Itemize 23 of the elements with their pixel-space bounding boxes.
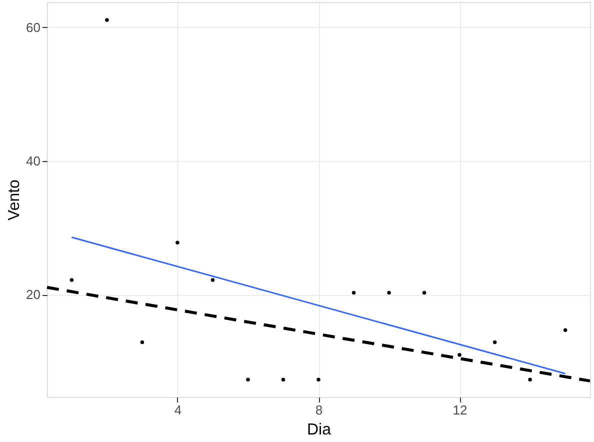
- point: [281, 378, 286, 382]
- y-tick-label: 20: [26, 287, 40, 302]
- point: [387, 290, 391, 295]
- point: [140, 340, 144, 344]
- y-axis-title: Vento: [6, 179, 24, 220]
- x-axis-title: Dia: [306, 422, 332, 438]
- point: [70, 278, 74, 282]
- point: [105, 18, 109, 22]
- point: [352, 290, 356, 295]
- x-tick-label: 8: [315, 402, 323, 418]
- point: [563, 328, 568, 332]
- point: [316, 378, 320, 382]
- point: [422, 290, 426, 295]
- x-tick-label: 4: [174, 402, 182, 418]
- point: [458, 353, 462, 357]
- y-tick-label: 60: [26, 20, 40, 35]
- y-tick-label: 40: [26, 154, 40, 169]
- point: [210, 278, 215, 282]
- point: [528, 378, 532, 382]
- point: [176, 240, 180, 244]
- point: [246, 378, 250, 382]
- x-tick-label: 12: [452, 402, 468, 418]
- point: [492, 340, 497, 344]
